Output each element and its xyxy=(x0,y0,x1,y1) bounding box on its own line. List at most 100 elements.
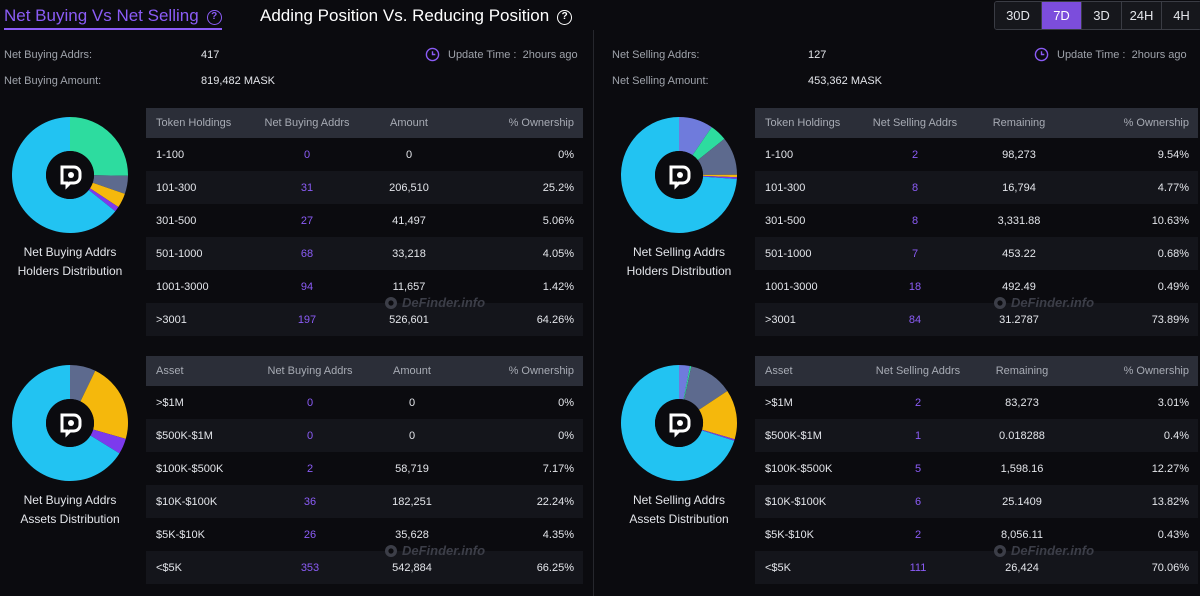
pie-slice[interactable] xyxy=(702,174,737,178)
table-cell: >$1M xyxy=(156,396,184,409)
table-cell: 0.68% xyxy=(1071,237,1198,270)
timeframe-4h-button[interactable]: 4H xyxy=(1161,2,1200,29)
column-header[interactable]: Net Buying Addrs xyxy=(254,356,366,386)
tab-adding-vs-reducing-position[interactable]: Adding Position Vs. Reducing Position? xyxy=(260,6,573,26)
addr-count-link[interactable]: 84 xyxy=(863,303,967,336)
column-header[interactable]: % Ownership xyxy=(1071,108,1198,138)
table-cell: 25.2% xyxy=(458,171,583,204)
column-header[interactable]: Amount xyxy=(360,108,458,138)
pie-slice[interactable] xyxy=(90,429,126,454)
column-header[interactable]: % Ownership xyxy=(458,108,583,138)
pie-slice[interactable] xyxy=(70,365,96,402)
addr-count-link[interactable]: 2 xyxy=(911,148,919,161)
table-cell: 301-500 xyxy=(156,214,197,227)
net-selling-holders-donut xyxy=(621,117,737,233)
table-cell: 3.01% xyxy=(1157,396,1189,409)
addr-count-link[interactable]: 31 xyxy=(254,171,360,204)
pie-slice[interactable] xyxy=(699,390,737,440)
tab-net-buying-vs-net-selling[interactable]: Net Buying Vs Net Selling? xyxy=(4,6,222,30)
column-header[interactable]: Amount xyxy=(366,356,458,386)
pie-slice[interactable] xyxy=(683,366,692,400)
pie-slice[interactable] xyxy=(702,175,737,180)
table-cell: 1,598.16 xyxy=(1000,462,1044,475)
help-icon[interactable]: ? xyxy=(206,10,222,25)
addr-count-link[interactable]: 0 xyxy=(254,419,366,452)
pie-slice[interactable] xyxy=(12,365,120,481)
addr-count-link[interactable]: 8 xyxy=(863,171,967,204)
timeframe-30d-button[interactable]: 30D xyxy=(995,2,1041,29)
table-cell: 206,510 xyxy=(360,171,458,204)
addr-count-link[interactable]: 353 xyxy=(254,551,366,584)
timeframe-24h-button[interactable]: 24H xyxy=(1121,2,1161,29)
pie-slice[interactable] xyxy=(92,175,128,194)
column-header[interactable]: Asset xyxy=(755,356,863,386)
help-icon[interactable]: ? xyxy=(557,10,573,25)
pie-slice[interactable] xyxy=(621,117,737,233)
net-buying-amount-value: 819,482 MASK xyxy=(201,75,275,87)
pie-slice[interactable] xyxy=(679,117,712,156)
addr-count-link[interactable]: 1 xyxy=(863,419,973,452)
net-buying-holders-table: Token Holdings Net Buying Addrs Amount %… xyxy=(146,108,583,336)
table-cell: 4.35% xyxy=(542,528,574,541)
table-cell: 10.63% xyxy=(1151,214,1189,227)
pie-slice[interactable] xyxy=(70,117,128,176)
column-header[interactable]: Net Buying Addrs xyxy=(254,108,360,138)
addr-count-link[interactable]: 2 xyxy=(914,396,922,409)
column-header[interactable]: Token Holdings xyxy=(755,108,863,138)
addr-count-link[interactable]: 111 xyxy=(863,551,973,584)
table-cell: $5K-$10K xyxy=(765,528,814,541)
table-cell: 4.05% xyxy=(458,237,583,270)
table-cell: 35,628 xyxy=(395,528,429,541)
timeframe-7d-button[interactable]: 7D xyxy=(1041,2,1081,29)
table-cell: 73.89% xyxy=(1071,303,1198,336)
pie-slice[interactable] xyxy=(90,182,125,208)
pie-slice[interactable] xyxy=(679,365,690,400)
addr-count-link[interactable]: 26 xyxy=(303,528,317,541)
table-cell: 25.1409 xyxy=(973,485,1071,518)
table-row: >$1M 0 0 0% xyxy=(146,386,583,419)
addr-count-link[interactable]: 68 xyxy=(254,237,360,270)
addr-count-link[interactable]: 5 xyxy=(914,462,922,475)
table-cell: 0.43% xyxy=(1157,528,1189,541)
table-header: Token Holdings Net Selling Addrs Remaini… xyxy=(755,108,1198,138)
addr-count-link[interactable]: 2 xyxy=(306,462,314,475)
pie-slice[interactable] xyxy=(88,188,119,212)
net-buying-assets-table: Asset Net Buying Addrs Amount % Ownershi… xyxy=(146,356,583,584)
pie-slice[interactable] xyxy=(621,365,735,481)
pie-slice[interactable] xyxy=(80,370,128,439)
pie-slice[interactable] xyxy=(692,127,725,161)
addr-count-link[interactable]: 0 xyxy=(306,396,314,409)
table-cell: 98,273 xyxy=(1002,148,1036,161)
addr-count-link[interactable]: 197 xyxy=(254,303,360,336)
column-header[interactable]: Net Selling Addrs xyxy=(863,356,973,386)
pie-slice[interactable] xyxy=(684,366,728,410)
column-header[interactable]: Token Holdings xyxy=(146,108,254,138)
column-header[interactable]: Net Selling Addrs xyxy=(863,108,967,138)
pie-slice[interactable] xyxy=(11,117,116,233)
addr-count-link[interactable]: 7 xyxy=(863,237,967,270)
addr-count-link[interactable]: 94 xyxy=(300,280,314,293)
table-cell: 1001-3000 xyxy=(765,280,818,293)
net-selling-amount-value: 453,362 MASK xyxy=(808,75,882,87)
addr-count-link[interactable]: 36 xyxy=(254,485,366,518)
column-header[interactable]: % Ownership xyxy=(1071,356,1198,386)
table-cell: 70.06% xyxy=(1071,551,1198,584)
pie-slice[interactable] xyxy=(697,138,737,175)
addr-count-link[interactable]: 0 xyxy=(303,148,311,161)
column-header[interactable]: Remaining xyxy=(973,356,1071,386)
definder-logo-icon xyxy=(994,544,1006,557)
column-header[interactable]: % Ownership xyxy=(458,356,583,386)
addr-count-link[interactable]: 8 xyxy=(911,214,919,227)
column-header[interactable]: Asset xyxy=(146,356,254,386)
addr-count-link[interactable]: 27 xyxy=(300,214,314,227)
net-buying-assets-caption: Net Buying Addrs Assets Distribution xyxy=(20,493,120,526)
addr-count-link[interactable]: 18 xyxy=(908,280,922,293)
pie-slice[interactable] xyxy=(701,429,735,441)
table-header: Asset Net Selling Addrs Remaining % Owne… xyxy=(755,356,1198,386)
timeframe-3d-button[interactable]: 3D xyxy=(1081,2,1121,29)
addr-count-link[interactable]: 2 xyxy=(914,528,922,541)
column-header[interactable]: Remaining xyxy=(967,108,1071,138)
table-row: 101-300 8 16,794 4.77% xyxy=(755,171,1198,204)
addr-count-link[interactable]: 6 xyxy=(863,485,973,518)
